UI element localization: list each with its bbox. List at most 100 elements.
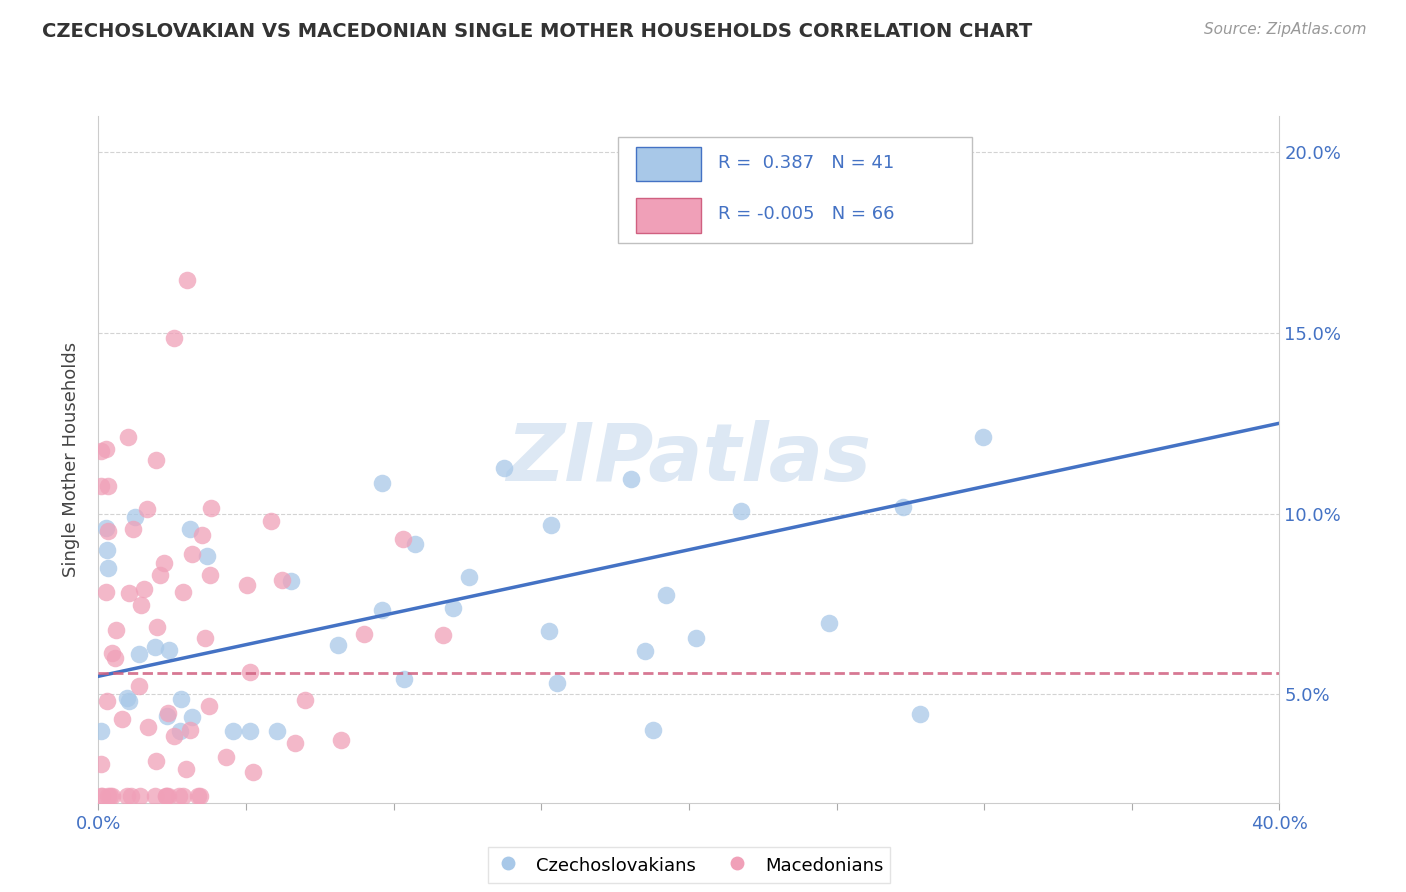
Point [371, 603, 394, 617]
Point [159, 642, 181, 657]
Point [818, 615, 841, 630]
Point [149, 568, 172, 582]
Point [118, 694, 141, 708]
Point [328, 638, 350, 652]
Point [90, 479, 112, 493]
Point [115, 690, 138, 705]
Point [132, 582, 155, 597]
Point [176, 273, 198, 287]
Point [239, 723, 262, 738]
Point [181, 547, 204, 561]
Point [136, 720, 159, 734]
Point [215, 750, 238, 764]
Bar [636, 198, 700, 233]
Point [155, 789, 177, 803]
Point [128, 789, 150, 803]
Point [163, 331, 186, 345]
Point [118, 585, 141, 599]
Point [172, 585, 194, 599]
Point [620, 472, 643, 486]
Point [730, 503, 752, 517]
Point [260, 514, 283, 528]
Point [128, 679, 150, 693]
Point [143, 640, 166, 654]
Point [143, 789, 166, 803]
Point [169, 691, 191, 706]
Point [187, 789, 209, 803]
Point [222, 723, 245, 738]
Point [117, 789, 139, 803]
Bar [636, 147, 700, 181]
Point [111, 712, 134, 726]
Point [172, 789, 194, 803]
Point [546, 676, 568, 690]
Point [329, 733, 352, 747]
Point [101, 789, 124, 803]
Point [128, 648, 150, 662]
Point [392, 672, 415, 686]
Point [432, 628, 454, 642]
Point [174, 762, 197, 776]
Point [441, 601, 464, 615]
Point [198, 568, 221, 582]
Point [90, 757, 112, 772]
Point [129, 599, 152, 613]
Point [97, 479, 120, 493]
Point [266, 723, 288, 738]
Point [404, 537, 426, 551]
Point [270, 574, 292, 588]
Point [391, 532, 413, 546]
Point [908, 707, 931, 722]
Point [458, 569, 481, 583]
Point [156, 789, 179, 803]
Point [195, 549, 218, 563]
Point [280, 574, 302, 588]
Text: R =  0.387   N = 41: R = 0.387 N = 41 [718, 153, 894, 171]
Point [117, 430, 139, 444]
Point [121, 789, 143, 803]
Point [124, 509, 146, 524]
Point [145, 754, 167, 768]
Point [294, 692, 316, 706]
Point [242, 764, 264, 779]
Point [198, 699, 221, 714]
Point [97, 524, 120, 538]
Point [179, 723, 201, 737]
Point [145, 453, 167, 467]
Text: CZECHOSLOVAKIAN VS MACEDONIAN SINGLE MOTHER HOUSEHOLDS CORRELATION CHART: CZECHOSLOVAKIAN VS MACEDONIAN SINGLE MOT… [42, 22, 1032, 41]
Point [104, 651, 127, 665]
Point [169, 789, 191, 803]
Point [156, 706, 179, 720]
Point [191, 528, 214, 542]
Point [96, 521, 118, 535]
Point [188, 789, 211, 803]
Point [239, 665, 262, 680]
Point [97, 560, 120, 574]
Legend: Czechoslovakians, Macedonians: Czechoslovakians, Macedonians [488, 847, 890, 883]
Point [90, 444, 112, 458]
Point [97, 789, 120, 803]
Point [236, 578, 259, 592]
Text: Source: ZipAtlas.com: Source: ZipAtlas.com [1204, 22, 1367, 37]
Point [121, 522, 143, 536]
Point [353, 626, 375, 640]
Point [98, 789, 121, 803]
Point [104, 623, 127, 637]
Point [96, 542, 118, 557]
Point [145, 620, 167, 634]
Point [179, 522, 201, 536]
Text: R = -0.005   N = 66: R = -0.005 N = 66 [718, 205, 896, 223]
Point [163, 729, 186, 743]
Point [169, 723, 191, 738]
Point [893, 500, 915, 515]
Point [540, 518, 562, 533]
Point [654, 589, 676, 603]
Point [370, 475, 392, 490]
Point [643, 723, 665, 737]
Point [96, 694, 118, 708]
Point [136, 501, 159, 516]
Point [90, 723, 112, 738]
Point [181, 710, 204, 724]
Point [155, 789, 177, 803]
Point [972, 430, 994, 444]
